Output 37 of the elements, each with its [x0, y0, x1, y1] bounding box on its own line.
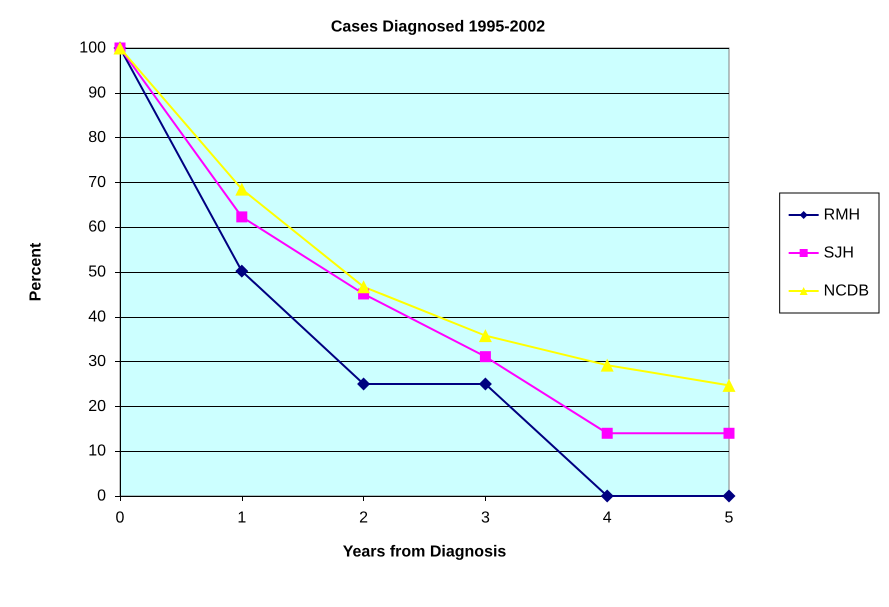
- point: [478, 378, 492, 390]
- point: [236, 211, 248, 222]
- y-tick-label: 90: [88, 84, 106, 102]
- point: [724, 428, 734, 439]
- legend-label: RMH: [824, 206, 860, 224]
- y-tick-label: 50: [88, 264, 106, 280]
- x-tick-label: 3: [480, 510, 490, 526]
- y-tick-label: 20: [88, 398, 106, 415]
- point: [602, 428, 613, 439]
- y-tick-label: 60: [88, 218, 106, 236]
- point: [722, 378, 736, 392]
- x-tick-label: 0: [116, 510, 125, 526]
- y-axis-title: Percent: [28, 242, 44, 302]
- point: [600, 358, 614, 372]
- chart-title: Cases Diagnosed 1995-2002: [330, 18, 546, 36]
- point: [357, 280, 370, 294]
- point: [478, 329, 492, 342]
- point: [600, 490, 614, 502]
- point: [480, 351, 491, 362]
- point: [357, 378, 370, 390]
- y-tick-label: 30: [88, 353, 106, 370]
- point: [722, 490, 736, 502]
- point: [235, 182, 248, 196]
- point: [235, 264, 248, 278]
- x-tick-label: 4: [602, 510, 612, 526]
- x-tick-label: 1: [237, 510, 246, 526]
- y-tick-label: 0: [97, 488, 106, 504]
- x-tick-label: 2: [359, 510, 368, 526]
- x-axis-title: Years from Diagnosis: [342, 544, 506, 560]
- y-tick-label: 100: [79, 40, 106, 56]
- y-tick-label: 40: [88, 308, 106, 326]
- y-tick-label: 70: [88, 174, 106, 191]
- legend-label: NCDB: [824, 282, 870, 300]
- legend-label: SJH: [824, 244, 854, 262]
- x-tick-label: 5: [724, 510, 734, 526]
- y-tick-label: 80: [88, 129, 106, 146]
- y-tick-label: 10: [88, 442, 106, 460]
